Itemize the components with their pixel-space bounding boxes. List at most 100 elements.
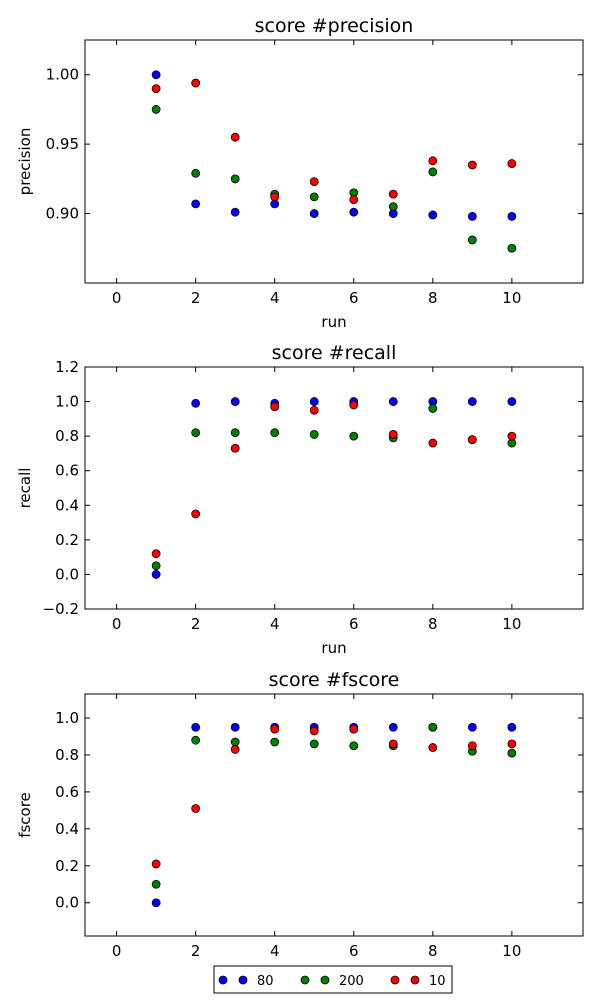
data-point [230, 397, 240, 406]
plot-area [84, 39, 584, 284]
data-point [309, 177, 319, 187]
data-point [151, 859, 161, 869]
x-tick-label: 8 [428, 289, 438, 307]
data-point [309, 397, 319, 406]
legend-label: 200 [339, 974, 364, 989]
y-tick-label: 1.0 [55, 709, 79, 727]
data-point [151, 84, 161, 93]
data-point [428, 156, 438, 166]
data-point [309, 739, 319, 749]
data-point [151, 570, 161, 579]
data-point [428, 167, 438, 177]
y-axis-label: precision [16, 128, 34, 196]
x-tick-label: 10 [502, 615, 521, 633]
y-tick-label: 0.6 [55, 783, 79, 801]
chart-panel-2: 0 2 4 6 8 10 −0.2 0.0 0.2 0.4 0.6 0.8 1.0 1.2 score #r… [16, 342, 584, 657]
x-tick-label: 4 [270, 615, 280, 633]
data-point [388, 722, 398, 732]
y-tick-label: 0.8 [55, 427, 79, 445]
data-point [467, 235, 477, 245]
data-point [388, 430, 398, 439]
data-point [270, 402, 280, 412]
y-tick-label: 1.2 [55, 358, 79, 376]
legend-entry-200: 200 [300, 974, 364, 989]
data-point [191, 735, 201, 745]
data-point [349, 400, 359, 410]
legend-label: 80 [257, 974, 274, 989]
data-point [151, 879, 161, 889]
x-tick-label: 0 [112, 615, 122, 633]
data-point [428, 722, 438, 732]
data-point [467, 722, 477, 732]
x-tick-label: 2 [191, 615, 201, 633]
legend-marker [410, 975, 420, 985]
data-point [388, 189, 398, 199]
data-point [191, 168, 201, 178]
legend-marker [390, 975, 400, 985]
y-tick-label: 1.0 [55, 393, 79, 411]
x-tick-label: 8 [428, 942, 438, 960]
data-point [467, 741, 477, 751]
data-point [191, 722, 201, 732]
data-point [467, 211, 477, 221]
data-point [349, 724, 359, 734]
data-point [191, 199, 201, 209]
y-axis-label: recall [16, 468, 34, 509]
chart-title: score #fscore [269, 669, 400, 691]
y-tick-label: 0.6 [55, 462, 79, 480]
data-point [349, 741, 359, 751]
data-point [309, 726, 319, 736]
x-tick-label: 0 [112, 289, 122, 307]
legend-marker [300, 975, 310, 985]
chart-title: score #recall [272, 342, 397, 364]
data-point [309, 405, 319, 415]
y-tick-label: 0.95 [46, 135, 79, 153]
legend-marker [238, 975, 248, 985]
data-point [467, 397, 477, 406]
x-tick-label: 4 [270, 942, 280, 960]
x-axis-label: run [321, 639, 346, 657]
data-point [151, 898, 161, 908]
data-point [507, 739, 517, 749]
data-point [270, 428, 280, 438]
data-point [507, 397, 517, 406]
data-point [191, 398, 201, 408]
plot-area [84, 693, 584, 937]
y-tick-label: 0.0 [55, 894, 79, 912]
data-point [349, 431, 359, 441]
x-tick-label: 6 [349, 289, 359, 307]
plot-area [84, 366, 584, 610]
legend-label: 10 [429, 974, 446, 989]
data-point [270, 724, 280, 734]
data-point [191, 428, 201, 438]
data-point [151, 105, 161, 114]
x-tick-label: 10 [502, 289, 521, 307]
legend: 80 200 10 [213, 965, 453, 994]
data-point [467, 435, 477, 445]
chart-panel-1: 0 2 4 6 8 10 0.90 0.95 1.00 score #precision run pr… [16, 15, 584, 331]
data-point [270, 192, 280, 202]
data-point [151, 561, 161, 571]
legend-marker [218, 975, 228, 985]
data-point [388, 739, 398, 749]
data-point [191, 804, 201, 813]
y-tick-label: 0.2 [55, 531, 79, 549]
x-tick-label: 6 [349, 942, 359, 960]
x-tick-label: 2 [191, 942, 201, 960]
y-tick-label: 0.8 [55, 746, 79, 764]
data-point [388, 397, 398, 406]
data-point [230, 745, 240, 754]
y-tick-label: 0.0 [55, 565, 79, 583]
data-point [507, 243, 517, 253]
data-point [507, 159, 517, 168]
data-point [388, 202, 398, 212]
data-point [349, 195, 359, 205]
x-tick-label: 2 [191, 289, 201, 307]
x-tick-label: 6 [349, 615, 359, 633]
series-10 [151, 400, 517, 559]
x-tick-label: 4 [270, 289, 280, 307]
y-tick-label: 1.00 [46, 66, 79, 84]
data-point [230, 722, 240, 732]
x-tick-label: 10 [502, 942, 521, 960]
